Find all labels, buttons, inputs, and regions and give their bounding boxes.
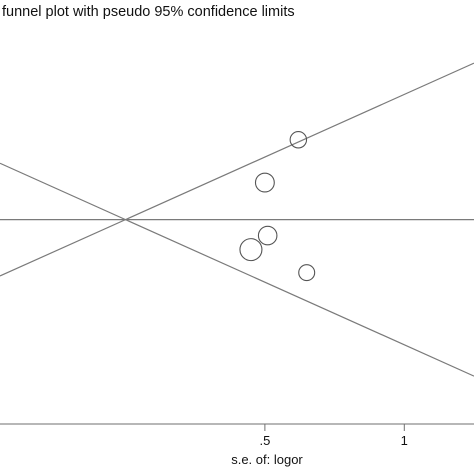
data-point-2: [254, 172, 275, 193]
x-tick-label-1: .5: [259, 433, 270, 448]
chart-title: funnel plot with pseudo 95% confidence l…: [2, 4, 295, 20]
data-point-3: [257, 225, 278, 246]
data-point-4: [239, 238, 263, 262]
data-point-5: [298, 264, 316, 282]
lower-confidence-limit-line: [0, 162, 474, 377]
x-axis-ticks: .5 1: [259, 424, 408, 448]
x-tick-label-2: 1: [401, 433, 408, 448]
upper-confidence-limit-line: [0, 62, 474, 277]
data-points-group: [239, 131, 316, 282]
x-axis-label: s.e. of: logor: [231, 452, 303, 467]
funnel-lines-group: [0, 62, 474, 377]
data-point-1: [289, 131, 308, 149]
